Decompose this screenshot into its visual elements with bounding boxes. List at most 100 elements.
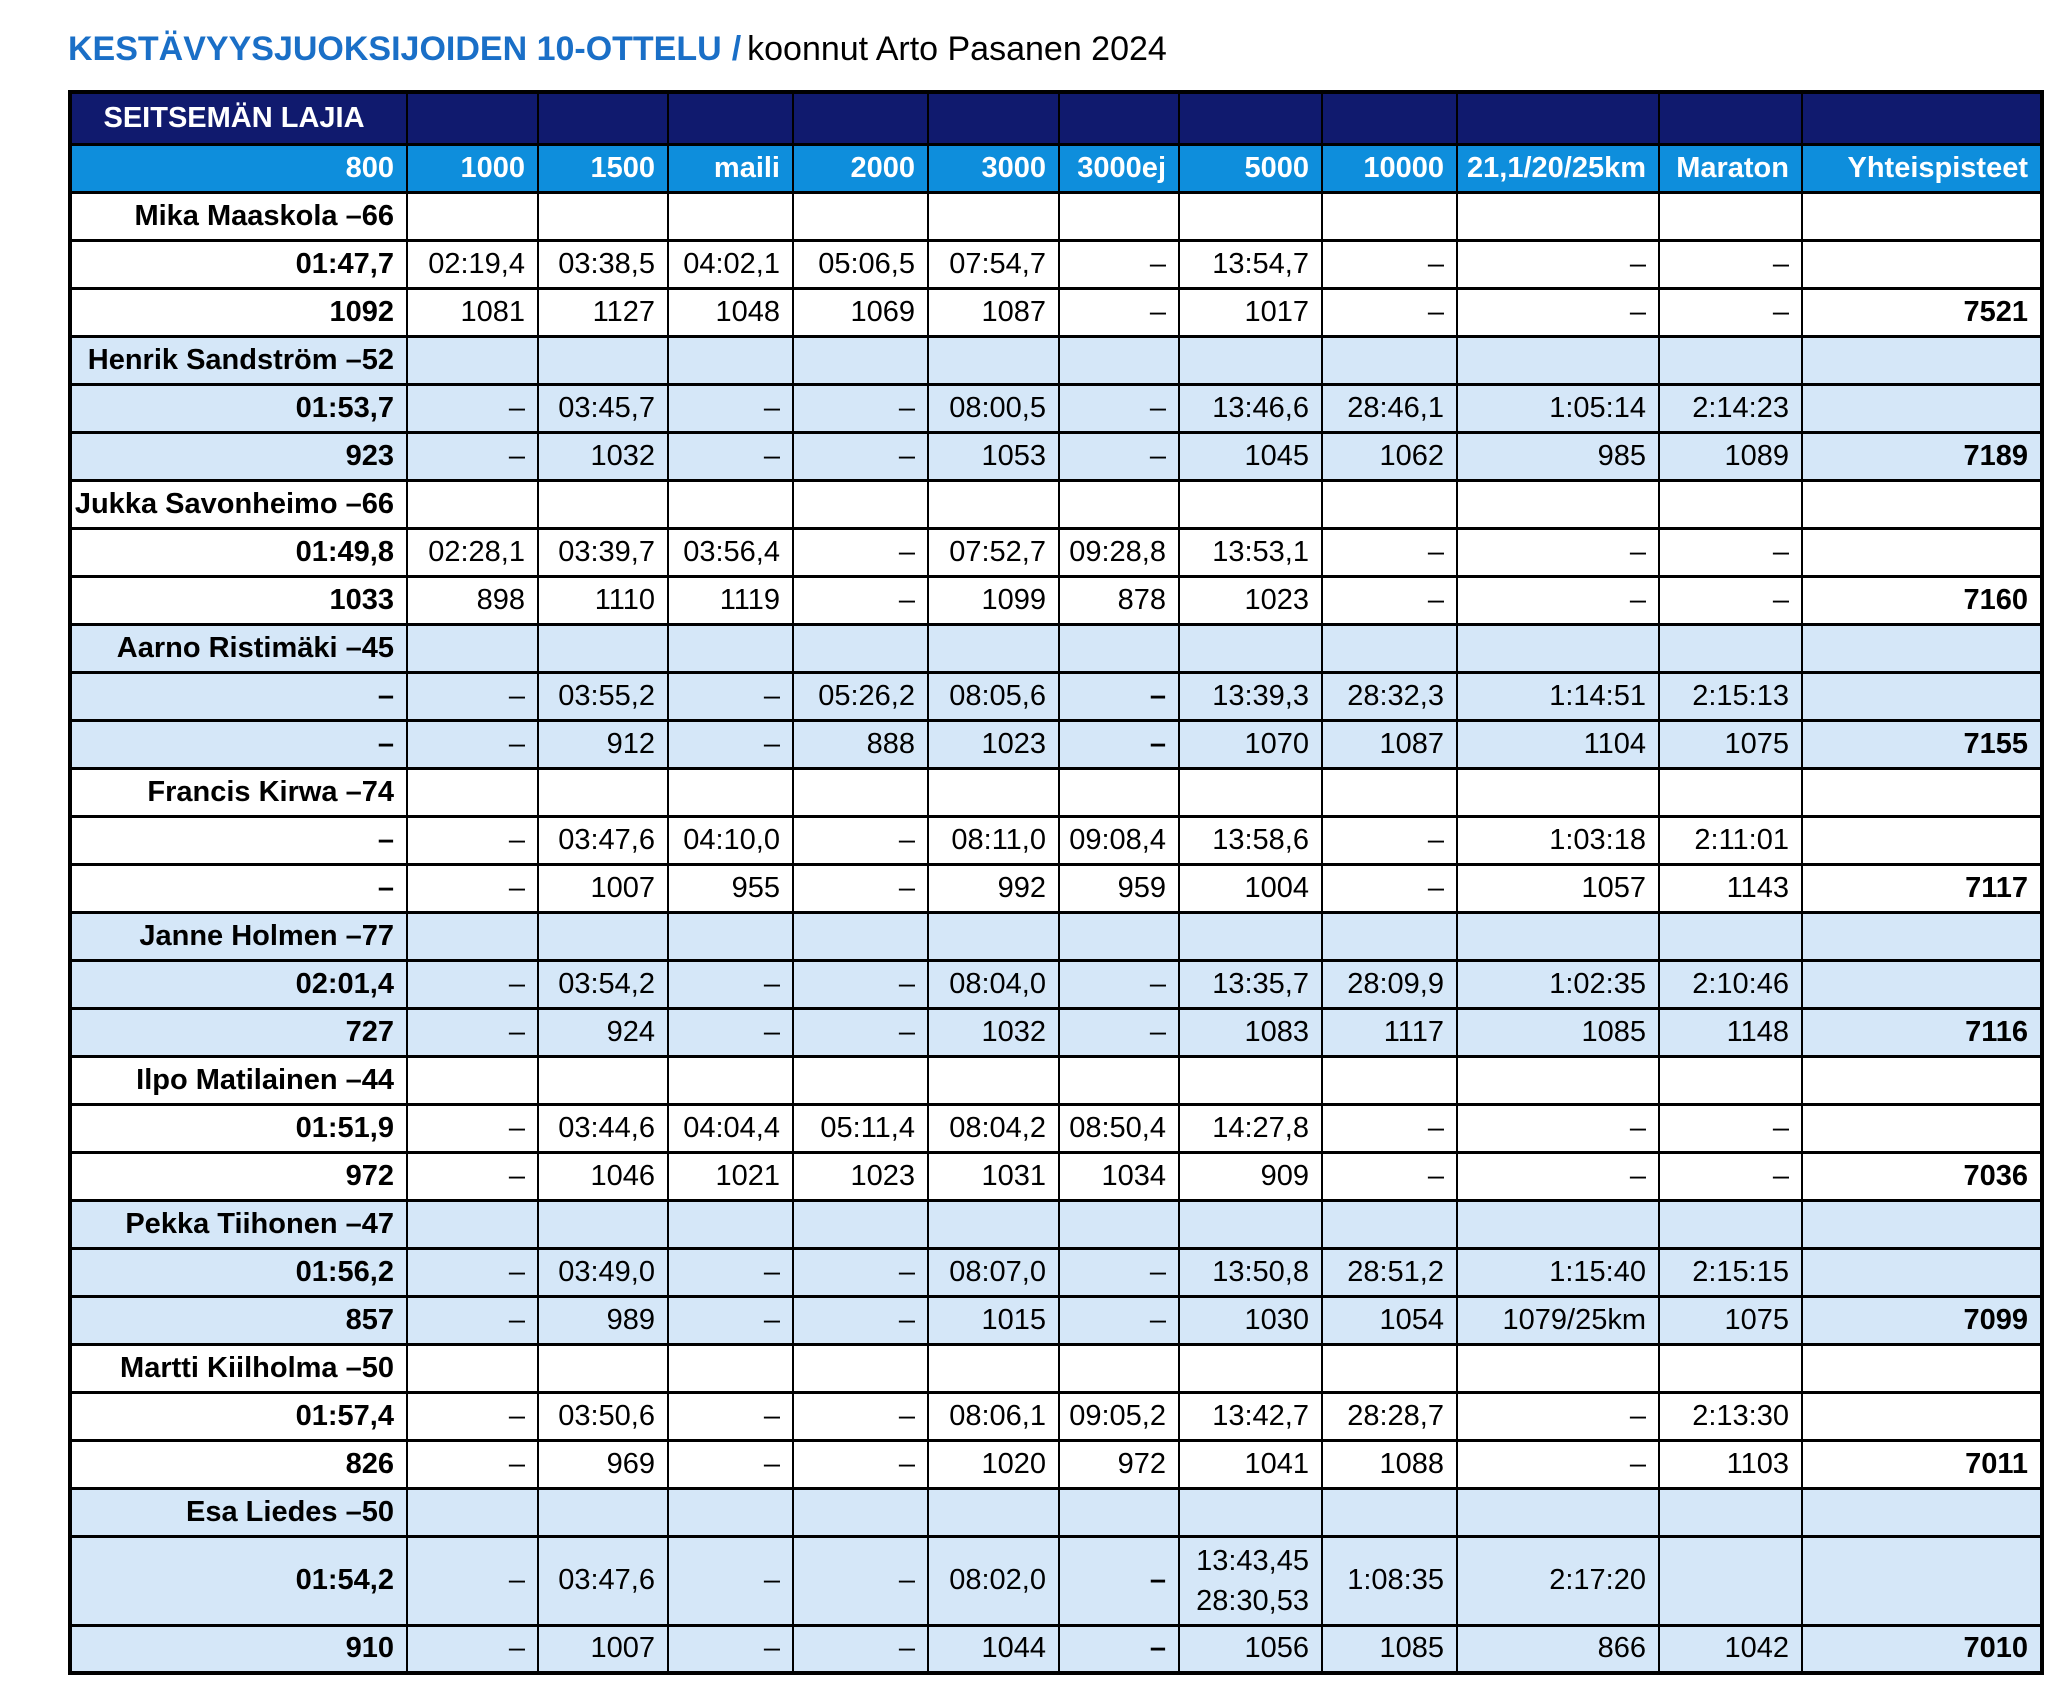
time-cell: –	[1658, 1102, 1803, 1154]
empty-cell	[792, 910, 929, 962]
empty-cell	[1801, 334, 2043, 386]
time-cell: 09:28,8	[1058, 526, 1180, 578]
time-cell: –	[69, 670, 408, 722]
time-cell: 2:11:01	[1658, 814, 1803, 866]
empty-cell	[1456, 1198, 1660, 1250]
time-cell: –	[1456, 1102, 1660, 1154]
time-cell: –	[792, 958, 929, 1010]
points-cell: 1032	[927, 1006, 1060, 1058]
points-cell: 1007	[537, 862, 669, 914]
time-cell: 03:39,7	[537, 526, 669, 578]
empty-cell	[406, 1486, 539, 1538]
time-cell: 08:04,2	[927, 1102, 1060, 1154]
empty-cell	[1321, 1198, 1458, 1250]
empty-cell	[927, 334, 1060, 386]
time-cell: 09:05,2	[1058, 1390, 1180, 1442]
empty-cell	[1178, 622, 1323, 674]
time-cell: 02:01,4	[69, 958, 408, 1010]
points-cell: 1079/25km	[1456, 1294, 1660, 1346]
points-cell: 1075	[1658, 718, 1803, 770]
points-cell: 955	[667, 862, 794, 914]
time-cell: 03:38,5	[537, 238, 669, 290]
group-header-empty-cell	[1178, 90, 1323, 146]
points-cell: 727	[69, 1006, 408, 1058]
empty-cell	[1321, 478, 1458, 530]
time-cell: –	[406, 382, 539, 434]
empty-cell	[1658, 1342, 1803, 1394]
points-cell: 972	[69, 1150, 408, 1202]
time-cell: –	[792, 1534, 929, 1627]
time-cell: –	[667, 1390, 794, 1442]
runner-name-cell: Mika Maaskola –66	[69, 190, 408, 242]
points-cell: –	[667, 430, 794, 482]
time-cell: 03:47,6	[537, 1534, 669, 1627]
time-cell: –	[1321, 238, 1458, 290]
points-cell: 912	[537, 718, 669, 770]
runner-times-row: 01:51,9–03:44,6 04:04,4 05:11,4 08:04,2 08:5…	[69, 1102, 2043, 1154]
points-cell: –	[667, 1438, 794, 1490]
runner-points-row: 1033 898 1110 1119–1099 878 1023– – –7160	[69, 574, 2043, 626]
points-cell: 1103	[1658, 1438, 1803, 1490]
points-cell: –	[792, 1438, 929, 1490]
points-cell: 1070	[1178, 718, 1323, 770]
runner-name-cell: Pekka Tiihonen –47	[69, 1198, 408, 1250]
runner-points-row: – –912–888 1023–1070 1087 1104 1075 7155	[69, 718, 2043, 770]
points-cell: 1030	[1178, 1294, 1323, 1346]
runner-name-row: Ilpo Matilainen –44	[69, 1054, 2043, 1106]
title-separator: /	[731, 30, 742, 68]
total-time-cell	[1801, 382, 2043, 434]
runner-points-row: 923–1032– –1053–1045 1062 985 1089 7189	[69, 430, 2043, 482]
time-cell: –	[406, 958, 539, 1010]
total-points-cell: 7099	[1801, 1294, 2043, 1346]
time-cell: 08:05,6	[927, 670, 1060, 722]
empty-cell	[1058, 622, 1180, 674]
total-points-cell: 7189	[1801, 430, 2043, 482]
empty-cell	[1178, 910, 1323, 962]
points-cell: –	[1058, 1294, 1180, 1346]
time-cell: 07:54,7	[927, 238, 1060, 290]
points-cell: –	[1658, 286, 1803, 338]
empty-cell	[792, 1198, 929, 1250]
empty-cell	[1058, 1054, 1180, 1106]
time-cell: 08:07,0	[927, 1246, 1060, 1298]
time-cell: 08:06,1	[927, 1390, 1060, 1442]
runner-times-row: 02:01,4–03:54,2– –08:04,0–13:35,7 28:09,9 1…	[69, 958, 2043, 1010]
points-cell: –	[1058, 1006, 1180, 1058]
points-cell: –	[1058, 286, 1180, 338]
points-cell: –	[1658, 1150, 1803, 1202]
points-cell: –	[1321, 862, 1458, 914]
empty-cell	[667, 766, 794, 818]
empty-cell	[1658, 478, 1803, 530]
time-cell: –	[1456, 238, 1660, 290]
time-cell: 08:11,0	[927, 814, 1060, 866]
results-table-body: Mika Maaskola –66 01:47,7 02:19,4 03:38,5 04…	[69, 190, 2043, 1675]
time-cell: 13:54,7	[1178, 238, 1323, 290]
time-cell: –	[792, 526, 929, 578]
empty-cell	[667, 622, 794, 674]
points-cell: 1004	[1178, 862, 1323, 914]
empty-cell	[667, 1486, 794, 1538]
time-cell: 13:39,3	[1178, 670, 1323, 722]
points-cell: 1110	[537, 574, 669, 626]
empty-cell	[1178, 190, 1323, 242]
empty-cell	[537, 1486, 669, 1538]
empty-cell	[537, 622, 669, 674]
points-cell: 1023	[927, 718, 1060, 770]
time-cell: –	[1058, 1534, 1180, 1627]
time-cell: –	[1058, 382, 1180, 434]
empty-cell	[1801, 478, 2043, 530]
time-cell: 2:13:30	[1658, 1390, 1803, 1442]
time-cell: –	[1658, 238, 1803, 290]
points-cell: 972	[1058, 1438, 1180, 1490]
empty-cell	[1456, 334, 1660, 386]
time-cell: –	[1058, 238, 1180, 290]
time-cell: 03:45,7	[537, 382, 669, 434]
points-cell: 959	[1058, 862, 1180, 914]
points-cell: –	[1456, 286, 1660, 338]
time-cell: 2:10:46	[1658, 958, 1803, 1010]
empty-cell	[1658, 910, 1803, 962]
empty-cell	[1456, 1486, 1660, 1538]
points-cell: –	[667, 1623, 794, 1675]
time-cell: 1:15:40	[1456, 1246, 1660, 1298]
time-cell: –	[406, 1102, 539, 1154]
